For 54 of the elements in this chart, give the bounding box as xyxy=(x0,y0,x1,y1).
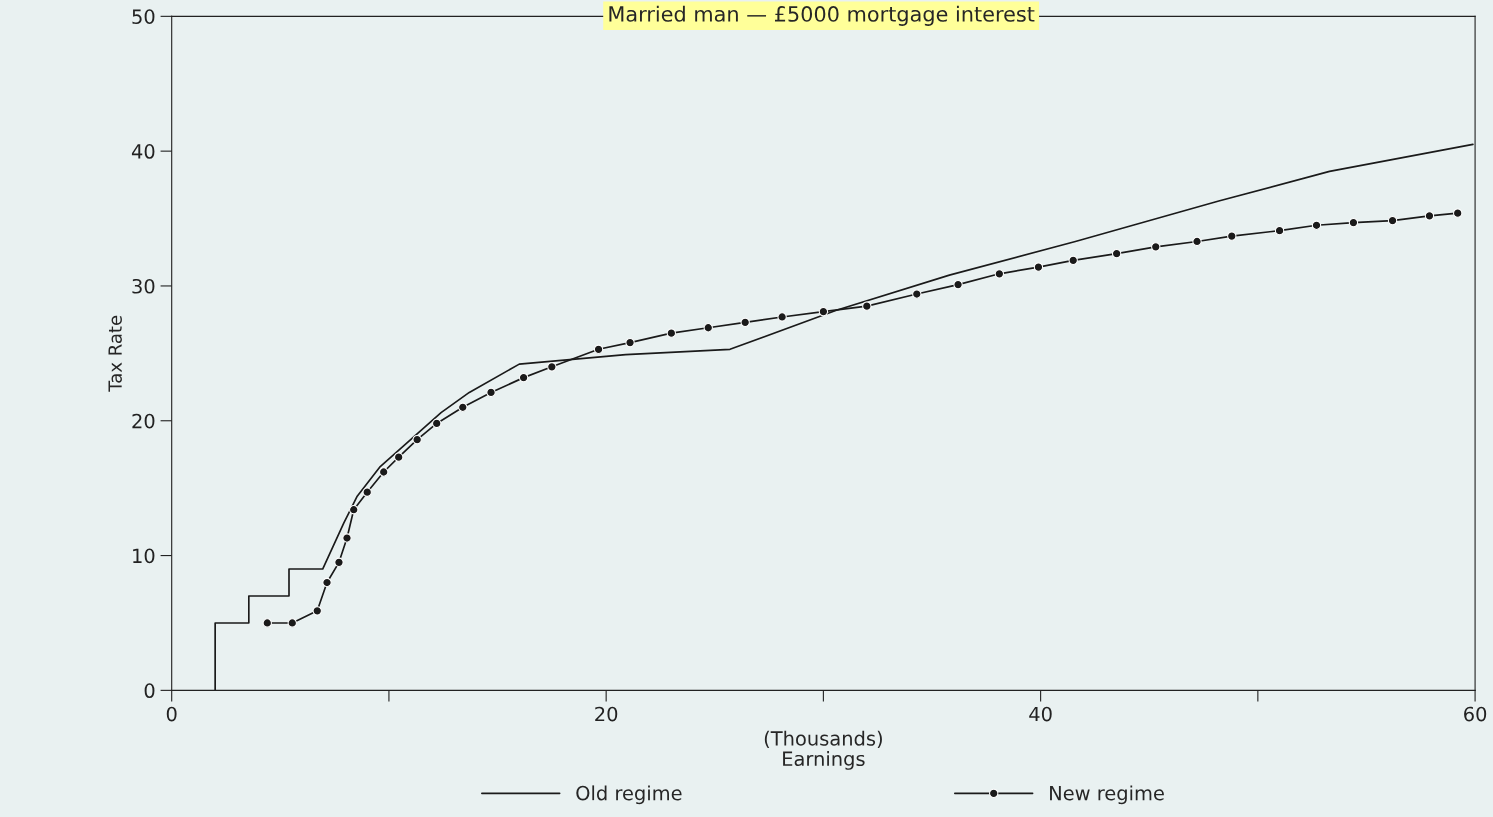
y-tick-label: 20 xyxy=(132,413,155,429)
y-tick-label: 0 xyxy=(144,683,155,699)
point xyxy=(625,337,635,348)
point xyxy=(1453,208,1463,218)
x-tick-label: 20 xyxy=(595,706,618,722)
point xyxy=(777,312,787,322)
point xyxy=(1424,211,1435,221)
x-tick-label: 0 xyxy=(166,706,177,722)
point xyxy=(666,328,677,338)
point xyxy=(486,387,496,398)
x-tick-label: 60 xyxy=(1464,706,1487,722)
y-tick-label: 50 xyxy=(132,9,155,24)
chart-title: Married man — £5000 mortgage interest xyxy=(609,5,1035,26)
point xyxy=(740,317,750,328)
point xyxy=(334,557,344,567)
point xyxy=(703,323,713,333)
point xyxy=(262,618,272,628)
point xyxy=(912,289,922,299)
point xyxy=(1068,255,1078,266)
point xyxy=(312,606,322,616)
point xyxy=(1311,220,1322,230)
point xyxy=(1227,231,1237,241)
point xyxy=(458,402,468,412)
legend-label: Old regime xyxy=(576,785,682,805)
point xyxy=(1033,262,1044,272)
point xyxy=(1111,248,1122,259)
y-tick-label: 30 xyxy=(132,278,155,294)
point xyxy=(1387,215,1398,226)
y-tick-label: 40 xyxy=(131,144,155,159)
point xyxy=(994,269,1005,279)
point xyxy=(432,418,442,429)
point xyxy=(349,505,359,515)
point xyxy=(862,301,872,311)
point xyxy=(1151,242,1161,252)
legend-label: New regime xyxy=(1050,785,1164,805)
point xyxy=(287,618,297,628)
x-tick-label: 40 xyxy=(1029,706,1052,722)
point xyxy=(322,577,332,588)
point xyxy=(1192,236,1202,247)
point xyxy=(818,306,829,317)
x-axis-title: (Thousands) Earnings xyxy=(764,730,882,770)
y-tick-label: 10 xyxy=(133,548,155,564)
point xyxy=(953,279,963,290)
point xyxy=(547,362,557,372)
point xyxy=(342,533,352,543)
point xyxy=(593,344,604,354)
point xyxy=(362,487,372,497)
y-axis-title: Tax Rate xyxy=(108,315,122,392)
point xyxy=(394,452,404,462)
point xyxy=(518,372,529,383)
point xyxy=(1348,217,1359,228)
point xyxy=(412,434,422,445)
point xyxy=(1274,225,1285,236)
point xyxy=(379,467,389,477)
